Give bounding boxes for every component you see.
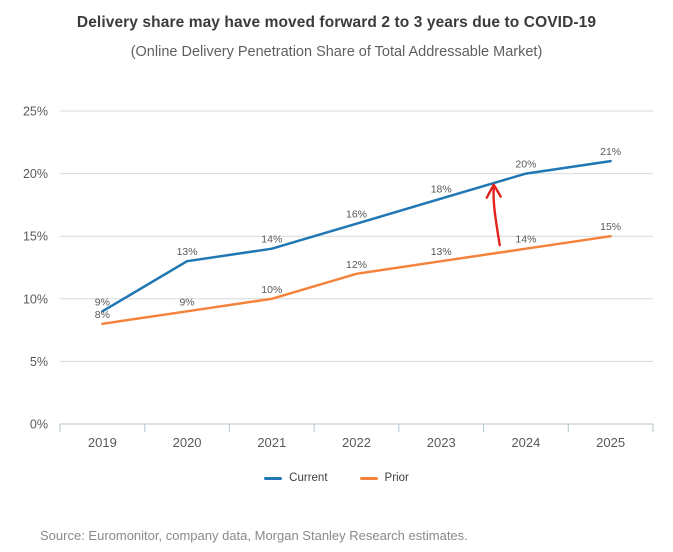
y-tick-label: 15% bbox=[23, 230, 48, 244]
x-tick-label: 2023 bbox=[427, 435, 456, 450]
y-tick-label: 10% bbox=[23, 292, 48, 306]
x-tick-label: 2025 bbox=[596, 435, 625, 450]
y-tick-label: 20% bbox=[23, 167, 48, 181]
point-label: 12% bbox=[346, 259, 367, 271]
annotation-arrow-head bbox=[485, 183, 502, 199]
annotation-arrow-shaft bbox=[492, 186, 501, 247]
series-line-current bbox=[101, 159, 612, 313]
point-label: 20% bbox=[515, 159, 536, 171]
x-tick-label: 2022 bbox=[342, 435, 371, 450]
legend-swatch-current bbox=[264, 476, 283, 480]
point-label: 14% bbox=[261, 234, 282, 246]
point-label: 18% bbox=[431, 184, 452, 196]
chart-subtitle: (Online Delivery Penetration Share of To… bbox=[130, 44, 543, 60]
point-label: 9% bbox=[95, 296, 110, 308]
point-label: 9% bbox=[179, 296, 194, 308]
chart-legend: Current Prior bbox=[0, 472, 673, 484]
point-label: 15% bbox=[600, 221, 621, 233]
legend-label-prior: Prior bbox=[384, 472, 409, 484]
line-chart: 0% 5% 10% 15% 20% 25% 2019 2020 2021 2022 2023 2024… bbox=[23, 105, 654, 450]
point-label: 14% bbox=[515, 234, 536, 246]
point-label: 10% bbox=[261, 284, 282, 296]
series-line-prior bbox=[101, 234, 612, 326]
legend-item-prior: Prior bbox=[359, 472, 409, 484]
legend-label-current: Current bbox=[289, 472, 328, 484]
y-tick-label: 5% bbox=[30, 355, 48, 369]
x-tick-label: 2024 bbox=[511, 435, 540, 450]
chart-title: Delivery share may have moved forward 2 … bbox=[76, 14, 597, 31]
y-tick-label: 0% bbox=[30, 418, 48, 432]
x-tick-label: 2019 bbox=[88, 435, 117, 450]
point-label: 8% bbox=[95, 309, 110, 321]
legend-item-current: Current bbox=[264, 472, 328, 484]
legend-swatch-prior bbox=[359, 476, 378, 480]
x-tick-label: 2020 bbox=[173, 435, 202, 450]
point-label: 21% bbox=[600, 146, 621, 158]
source-note: Source: Euromonitor, company data, Morga… bbox=[40, 528, 468, 543]
x-tick-label: 2021 bbox=[257, 435, 286, 450]
point-label: 13% bbox=[177, 246, 198, 258]
point-label: 13% bbox=[431, 246, 452, 258]
point-label: 16% bbox=[346, 209, 367, 221]
y-tick-label: 25% bbox=[23, 105, 48, 119]
